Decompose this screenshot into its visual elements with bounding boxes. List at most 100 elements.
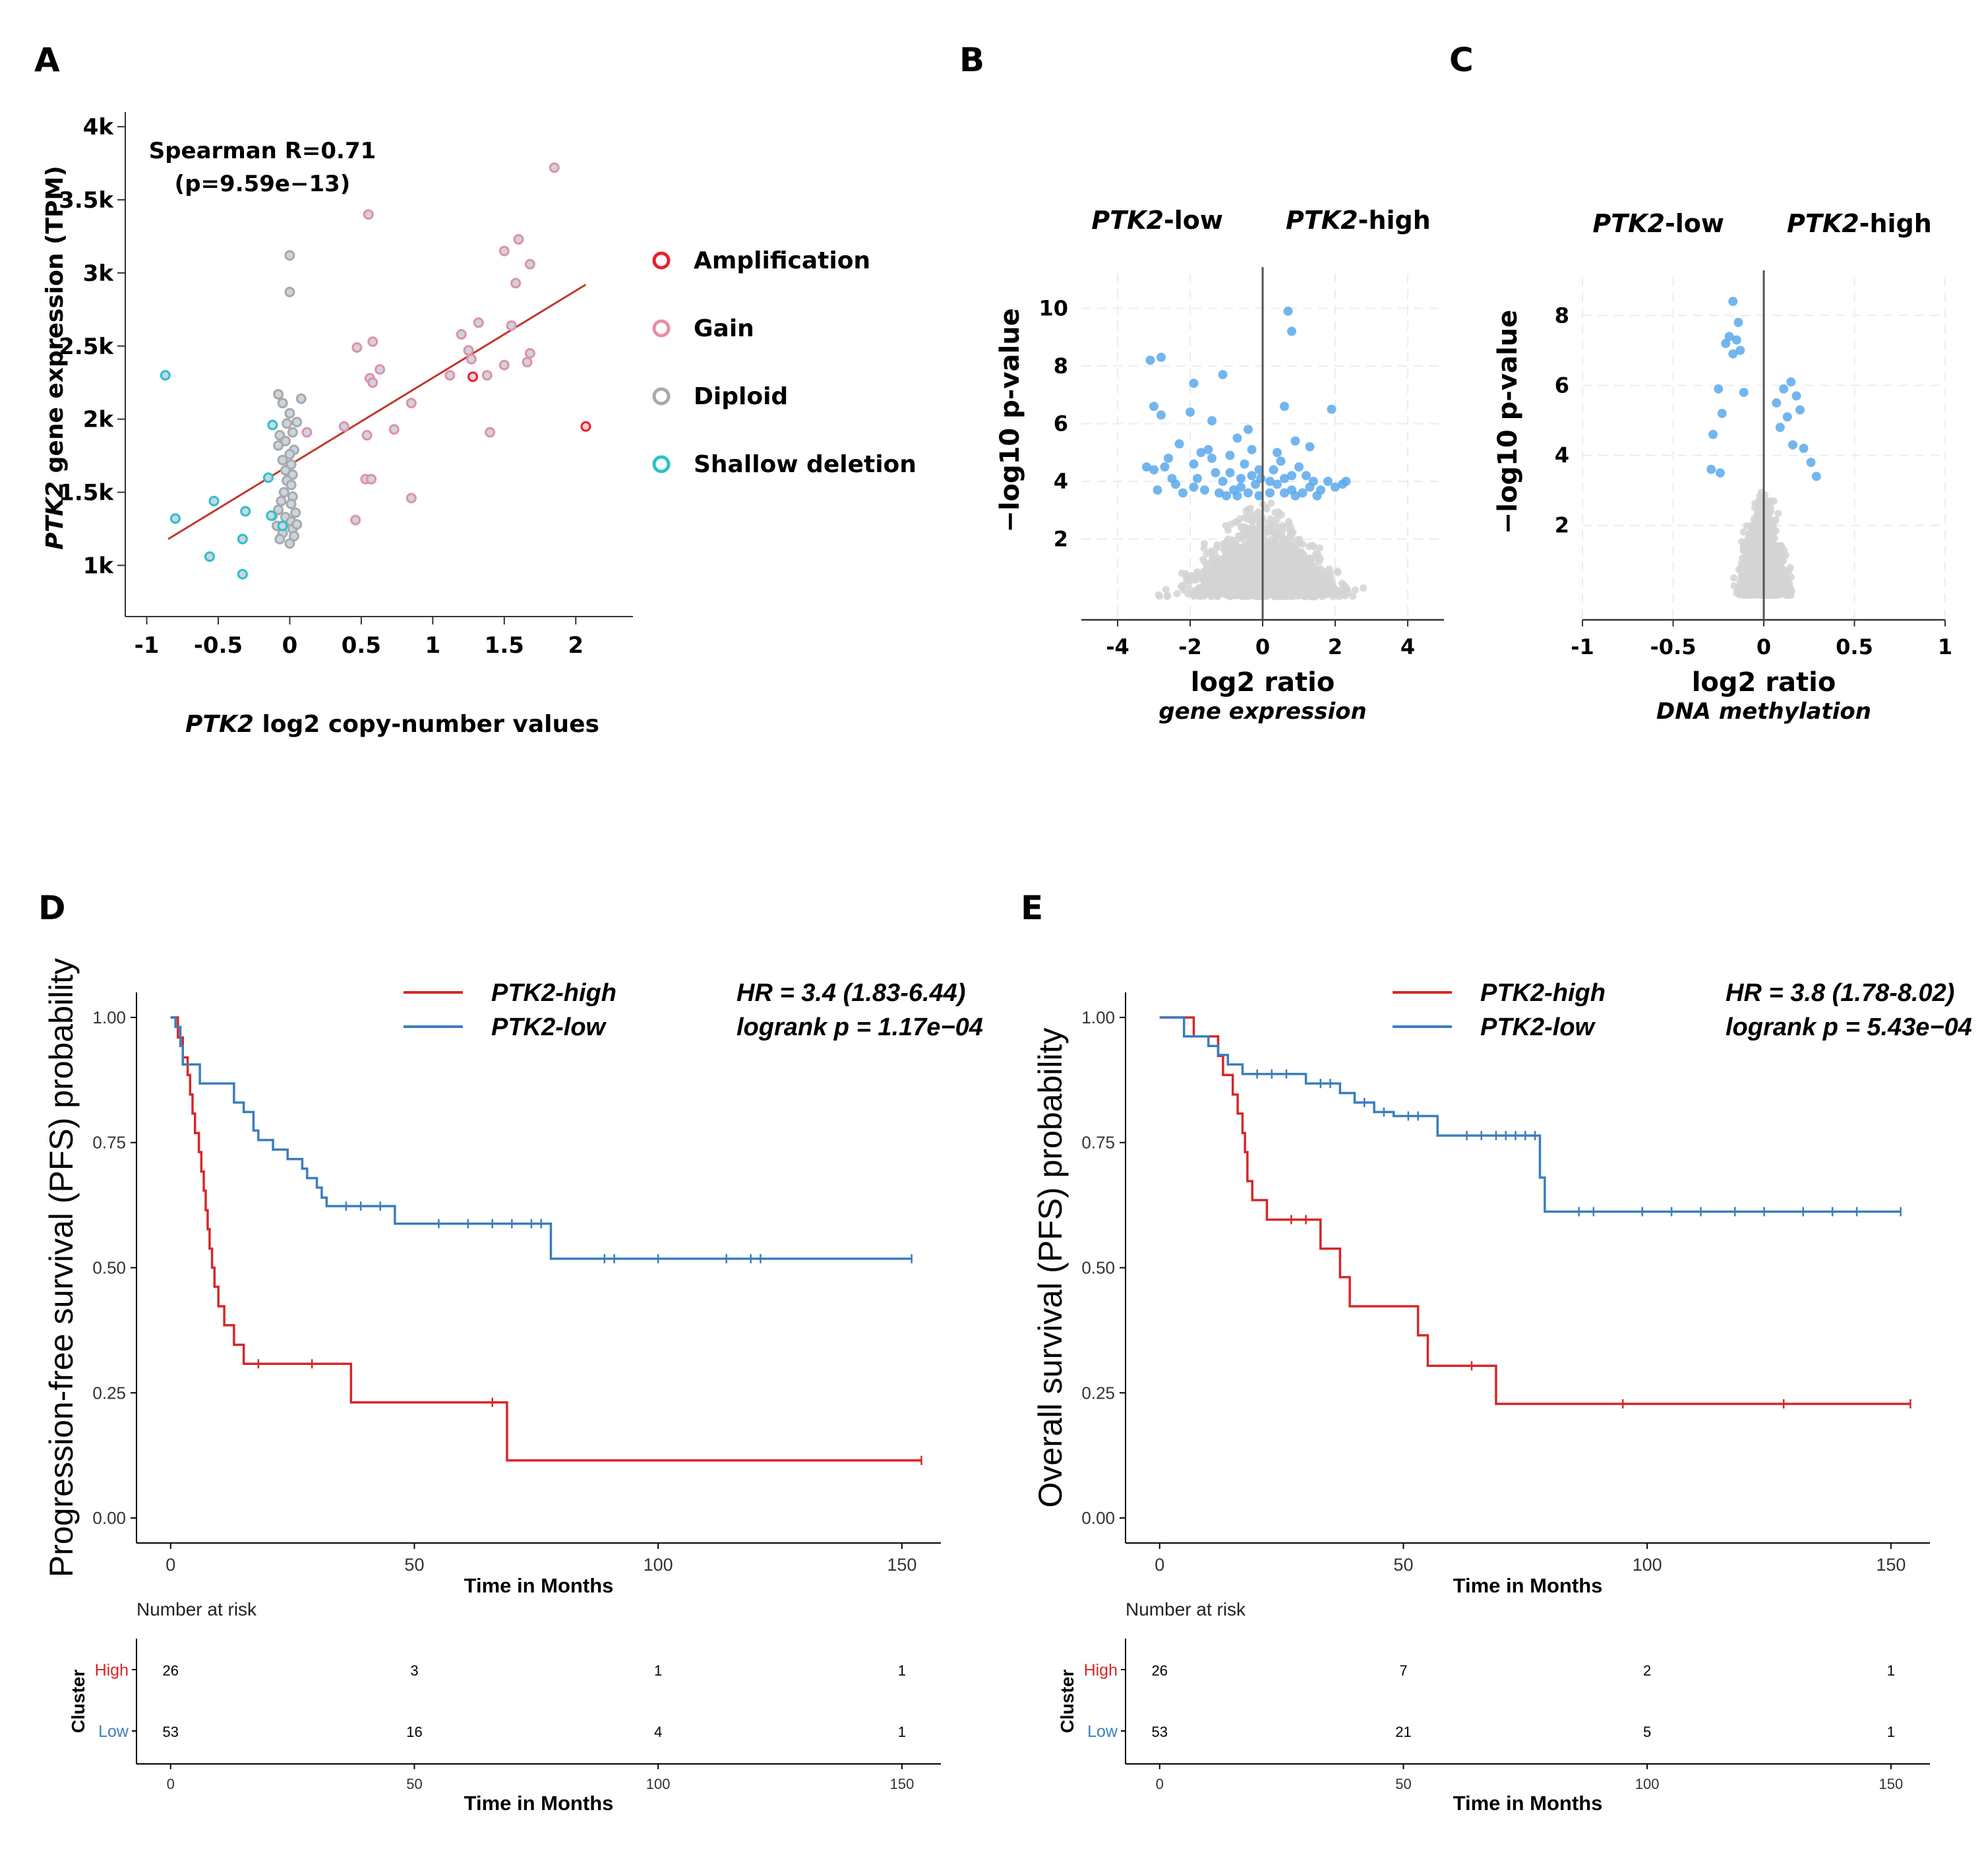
scatter-point-diploid: [291, 519, 303, 530]
scatter-point-gain: [524, 258, 535, 270]
nonsignificant-point: [1778, 555, 1786, 562]
scatter-point-shallow-deletion: [277, 520, 288, 531]
nonsignificant-point: [1349, 592, 1357, 600]
legend-label: Diploid: [694, 383, 788, 410]
x-tick-label: 0: [1255, 634, 1270, 659]
nonsignificant-point: [1739, 576, 1747, 584]
significant-point: [1309, 477, 1318, 486]
legend-label: PTK2-high: [491, 979, 616, 1007]
nonsignificant-point: [1312, 551, 1320, 559]
nonsignificant-point: [1764, 582, 1772, 590]
y-axis-label: Overall survival (PFS) probability: [1032, 1028, 1069, 1508]
scatter-point-gain: [301, 427, 313, 438]
x-tick-label: 0.5: [342, 632, 381, 659]
nonsignificant-point: [1743, 522, 1751, 530]
x-tick-label: -1: [1571, 634, 1594, 659]
y-tick-label: 1.5k: [59, 480, 114, 506]
risk-count: 21: [1395, 1724, 1411, 1740]
significant-point: [1218, 370, 1228, 380]
risk-x-tick-label: 50: [1395, 1776, 1411, 1792]
y-tick-label: 6: [1555, 373, 1569, 398]
scatter-point-gain: [466, 353, 477, 365]
significant-point: [1211, 468, 1220, 477]
scatter-point-gain: [463, 345, 474, 356]
risk-count: 16: [406, 1724, 422, 1740]
nonsignificant-point: [1210, 583, 1218, 591]
significant-point: [1331, 482, 1340, 492]
scatter-point-shallow-deletion: [266, 510, 277, 521]
significant-point: [1298, 488, 1308, 498]
risk-count: 2: [1643, 1662, 1651, 1679]
hazard-ratio-text: HR = 3.8 (1.78-8.02): [1726, 979, 1954, 1007]
y-tick-label: 8: [1555, 303, 1569, 328]
nonsignificant-point: [1213, 544, 1221, 552]
panel-label-c: C: [1449, 41, 1474, 79]
scatter-point-gain: [361, 430, 373, 441]
scatter-point-diploid: [274, 533, 286, 545]
nonsignificant-point: [1739, 528, 1747, 536]
significant-point: [1218, 477, 1228, 486]
y-tick-label: 1.00: [1081, 1008, 1115, 1027]
nonsignificant-point: [1268, 582, 1276, 590]
nonsignificant-point: [1310, 562, 1318, 570]
nonsignificant-point: [1768, 497, 1776, 504]
significant-point: [1189, 378, 1199, 388]
nonsignificant-point: [1255, 508, 1263, 516]
significant-point: [1795, 405, 1805, 415]
nonsignificant-point: [1205, 565, 1213, 573]
significant-point: [1280, 402, 1289, 411]
nonsignificant-point: [1219, 555, 1227, 563]
scatter-point-gain: [498, 359, 510, 371]
nonsignificant-point: [1774, 567, 1782, 575]
nonsignificant-point: [1251, 587, 1259, 595]
nonsignificant-point: [1767, 507, 1775, 515]
x-tick-label: 50: [404, 1555, 424, 1575]
x-tick-label: 2: [1328, 634, 1342, 659]
x-axis-label: log2 ratio: [1692, 667, 1836, 698]
scatter-point-diploid: [295, 393, 307, 404]
nonsignificant-point: [1278, 522, 1286, 530]
significant-point: [1186, 408, 1195, 417]
nonsignificant-point: [1742, 590, 1750, 598]
scatter-point-diploid: [273, 388, 284, 400]
legend-label: PTK2-low: [491, 1014, 607, 1041]
y-tick-label: 10: [1038, 296, 1068, 321]
nonsignificant-point: [1182, 570, 1189, 578]
nonsignificant-point: [1224, 526, 1232, 534]
nonsignificant-point: [1776, 547, 1784, 555]
risk-count: 26: [1152, 1662, 1168, 1679]
nonsignificant-point: [1251, 533, 1259, 541]
scatter-point-diploid: [278, 487, 289, 498]
significant-point: [1200, 485, 1209, 495]
scatter-point-shallow-deletion: [267, 419, 278, 431]
risk-count: 1: [1887, 1662, 1895, 1679]
panel-label-e: E: [1021, 889, 1044, 927]
x-tick-label: 100: [644, 1555, 673, 1575]
scatter-point-shallow-deletion: [237, 533, 248, 545]
significant-point: [1739, 388, 1749, 398]
survival-curve-low: [1159, 1016, 1901, 1213]
y-tick-label: 1.00: [92, 1008, 126, 1027]
scatter-point-gain: [510, 278, 522, 289]
risk-x-tick-label: 150: [1879, 1776, 1903, 1792]
nonsignificant-point: [1234, 518, 1242, 526]
nonsignificant-point: [1173, 590, 1181, 597]
significant-point: [1294, 462, 1304, 472]
significant-point: [1273, 448, 1282, 458]
nonsignificant-point: [1730, 574, 1738, 582]
nonsignificant-point: [1745, 554, 1753, 562]
scatter-point-shallow-deletion: [160, 370, 171, 381]
nonsignificant-point: [1250, 580, 1258, 588]
nonsignificant-point: [1772, 559, 1780, 566]
hazard-ratio-text: HR = 3.4 (1.83-6.44): [736, 979, 965, 1007]
significant-point: [1276, 456, 1286, 466]
nonsignificant-point: [1195, 584, 1203, 591]
group-label-low: PTK2-low: [1592, 209, 1724, 238]
scatter-point-shallow-deletion: [262, 472, 274, 483]
x-tick-label: -0.5: [1650, 634, 1697, 659]
nonsignificant-point: [1263, 505, 1271, 513]
x-tick-label: 150: [887, 1555, 917, 1575]
significant-point: [1323, 477, 1333, 486]
